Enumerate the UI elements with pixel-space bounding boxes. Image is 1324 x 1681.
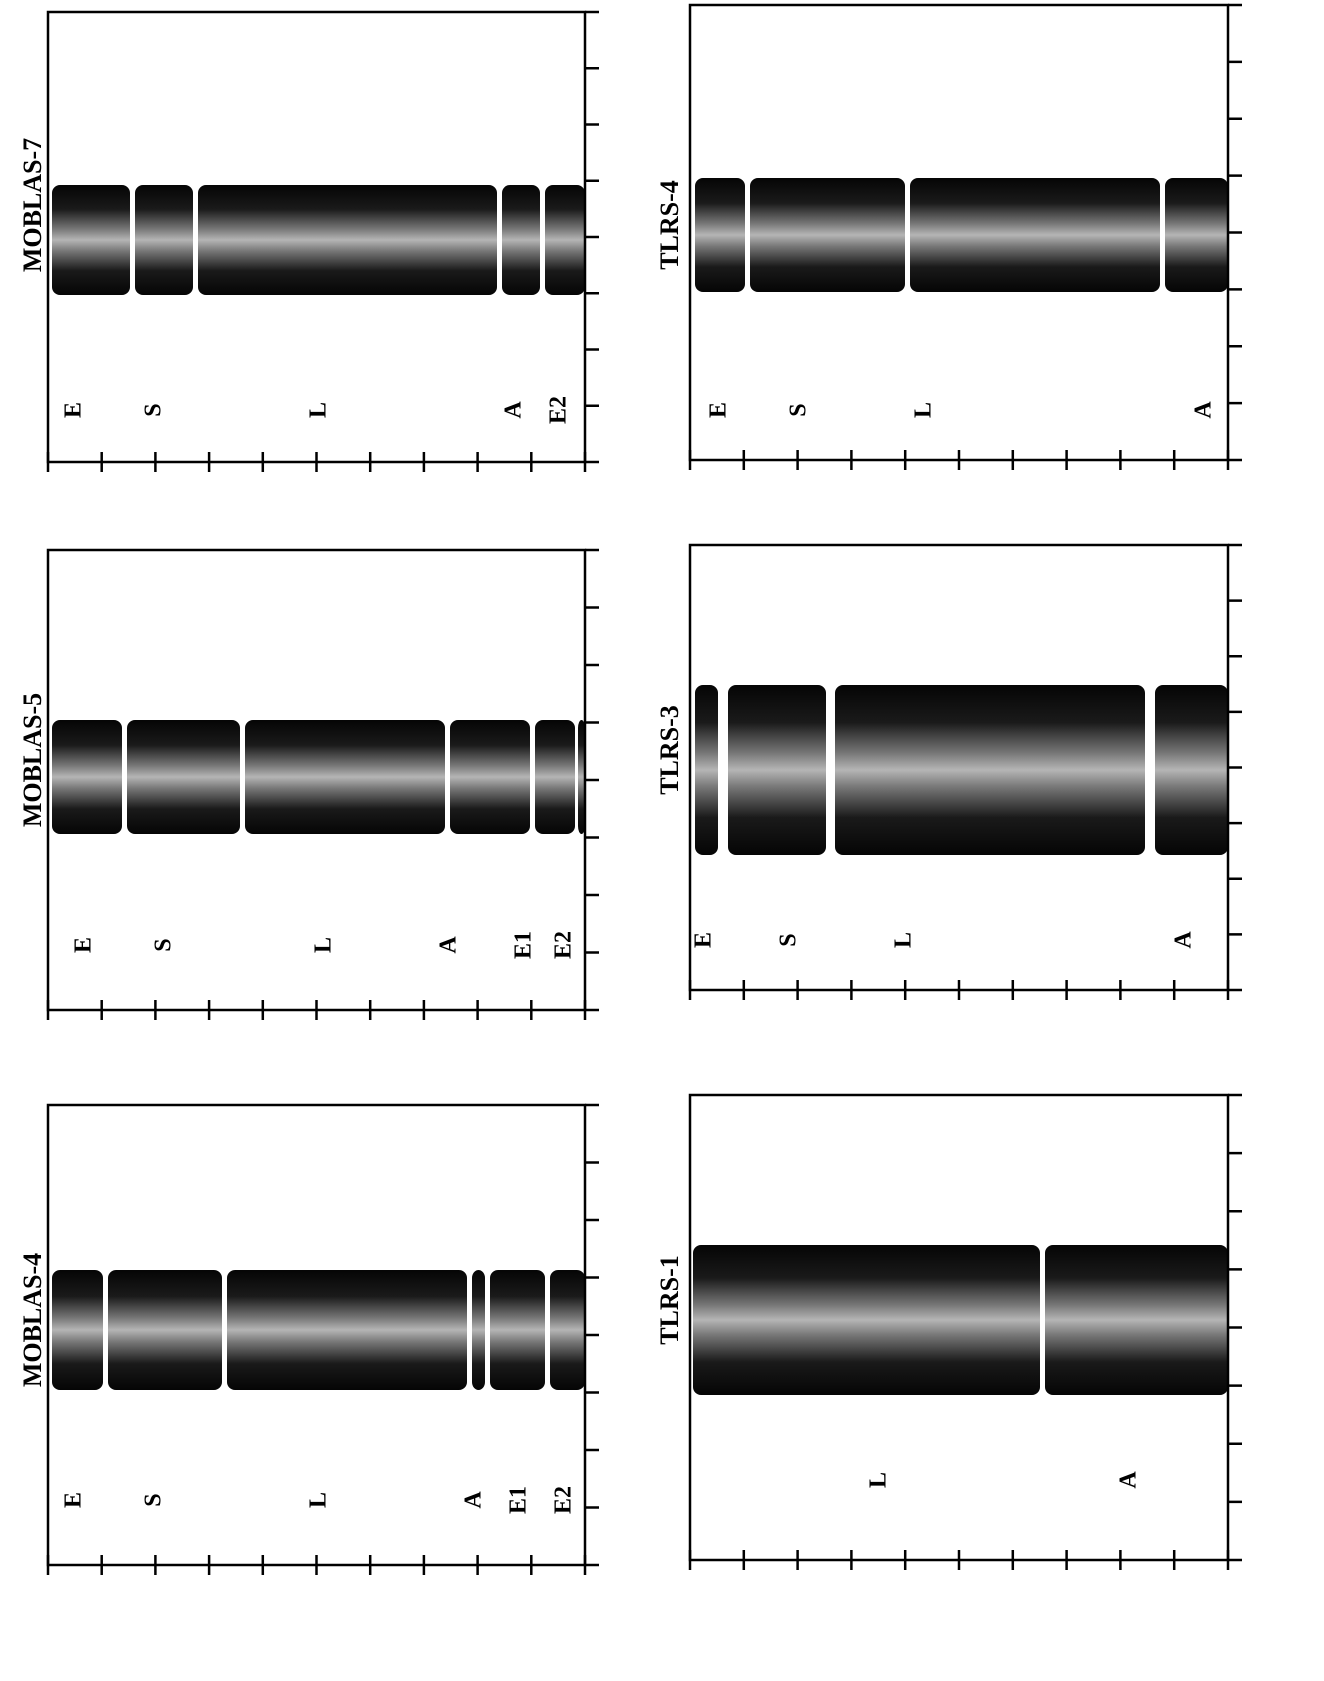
density-band bbox=[127, 720, 240, 834]
density-band bbox=[245, 720, 445, 834]
panel-title: TLRS-4 bbox=[655, 180, 684, 270]
segment-label: L bbox=[911, 402, 937, 418]
segment-label: S bbox=[786, 403, 812, 416]
segment-label: E2 bbox=[546, 396, 572, 424]
panel: TLRS-1 L A bbox=[655, 1095, 1242, 1570]
segment-label: A bbox=[501, 401, 527, 419]
density-band bbox=[910, 178, 1160, 292]
segment-label: E bbox=[706, 402, 732, 418]
panel-title: MOBLAS-5 bbox=[18, 693, 47, 827]
density-band bbox=[695, 685, 718, 855]
panel-title: TLRS-3 bbox=[655, 705, 684, 795]
density-band bbox=[835, 685, 1145, 855]
panel: TLRS-3 E S L A bbox=[655, 545, 1242, 1000]
density-band bbox=[728, 685, 826, 855]
segment-label: E bbox=[61, 402, 87, 418]
density-band bbox=[750, 178, 905, 292]
density-band bbox=[108, 1270, 222, 1390]
density-band bbox=[227, 1270, 467, 1390]
segment-label: E1 bbox=[506, 1486, 532, 1514]
segment-label: A bbox=[1171, 931, 1197, 949]
segment-label: S bbox=[141, 1493, 167, 1506]
panel-title: MOBLAS-7 bbox=[18, 138, 47, 272]
panel-title: TLRS-1 bbox=[655, 1255, 684, 1345]
segment-label: E1 bbox=[511, 931, 537, 959]
density-band bbox=[545, 185, 585, 295]
panel-title: MOBLAS-4 bbox=[18, 1253, 47, 1387]
segment-label: S bbox=[776, 933, 802, 946]
density-band bbox=[1155, 685, 1228, 855]
density-band bbox=[693, 1245, 1040, 1395]
segment-label: A bbox=[461, 1491, 487, 1509]
density-band bbox=[1045, 1245, 1228, 1395]
density-band bbox=[450, 720, 530, 834]
segment-label: L bbox=[311, 937, 337, 953]
segment-label: A bbox=[1116, 1471, 1142, 1489]
density-band bbox=[490, 1270, 545, 1390]
density-band bbox=[550, 1270, 585, 1390]
panel: MOBLAS-4 E S L A E1 E2 bbox=[18, 1105, 599, 1575]
segment-label: E bbox=[691, 932, 717, 948]
figure: MOBLAS-7 E S L A E2 MOBLAS-5 E S L A E1 E2 MOBLAS-4 E S… bbox=[0, 0, 1324, 1676]
density-band bbox=[52, 185, 130, 295]
density-band bbox=[198, 185, 497, 295]
segment-label: E2 bbox=[551, 1486, 577, 1514]
segment-label: L bbox=[306, 402, 332, 418]
panel: TLRS-4 E S L A bbox=[655, 5, 1242, 470]
segment-label: L bbox=[891, 932, 917, 948]
segment-label: E bbox=[71, 937, 97, 953]
density-band bbox=[135, 185, 193, 295]
segment-label: E2 bbox=[551, 931, 577, 959]
density-band bbox=[52, 720, 122, 834]
density-band bbox=[695, 178, 745, 292]
segment-label: E bbox=[61, 1492, 87, 1508]
panel: MOBLAS-7 E S L A E2 bbox=[18, 12, 599, 472]
density-band bbox=[472, 1270, 485, 1390]
density-band bbox=[535, 720, 575, 834]
panel: MOBLAS-5 E S L A E1 E2 bbox=[18, 550, 599, 1020]
segment-label: L bbox=[866, 1472, 892, 1488]
segment-label: A bbox=[1191, 401, 1217, 419]
segment-label: A bbox=[436, 936, 462, 954]
density-band bbox=[1165, 178, 1228, 292]
density-band bbox=[52, 1270, 103, 1390]
segment-label: S bbox=[141, 403, 167, 416]
density-band bbox=[502, 185, 540, 295]
segment-label: S bbox=[151, 938, 177, 951]
segment-label: L bbox=[306, 1492, 332, 1508]
